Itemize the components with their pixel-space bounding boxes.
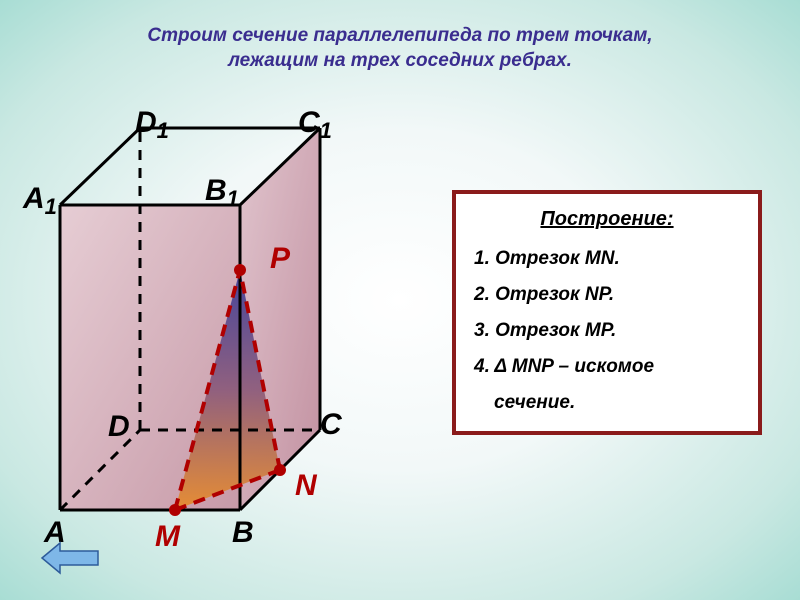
diagram-container: A B C D A1 B1 C1 D1 M N P <box>20 100 420 575</box>
slide-title: Строим сечение параллелепипеда по трем т… <box>0 0 800 73</box>
construction-step-4: 4. Δ MNP – искомое <box>474 349 740 385</box>
label-P: P <box>270 242 291 275</box>
label-C: C <box>320 408 343 441</box>
parallelepiped-diagram: A B C D A1 B1 C1 D1 M N P <box>20 100 420 570</box>
title-line2: лежащим на трех соседних ребрах. <box>228 50 572 71</box>
label-D1: D1 <box>135 106 169 143</box>
construction-step-3: 3. Отрезок MP. <box>474 313 740 349</box>
label-M: M <box>155 520 181 553</box>
construction-step-2: 2. Отрезок NP. <box>474 277 740 313</box>
construction-step-4b: сечение. <box>474 385 740 421</box>
back-arrow-button[interactable] <box>40 541 100 580</box>
point-M <box>169 504 181 516</box>
point-P <box>234 264 246 276</box>
construction-box: Построение: 1. Отрезок MN. 2. Отрезок NP… <box>452 190 762 435</box>
construction-heading: Построение: <box>474 208 740 231</box>
label-N: N <box>295 469 318 502</box>
label-A1: A1 <box>22 182 57 219</box>
label-B: B <box>232 516 254 549</box>
title-line1: Строим сечение параллелепипеда по трем т… <box>147 25 652 46</box>
label-C1: C1 <box>298 106 332 143</box>
label-B1: B1 <box>205 174 239 211</box>
label-D: D <box>108 410 130 443</box>
construction-step-1: 1. Отрезок MN. <box>474 241 740 277</box>
back-arrow-icon <box>40 541 100 575</box>
point-N <box>274 464 286 476</box>
